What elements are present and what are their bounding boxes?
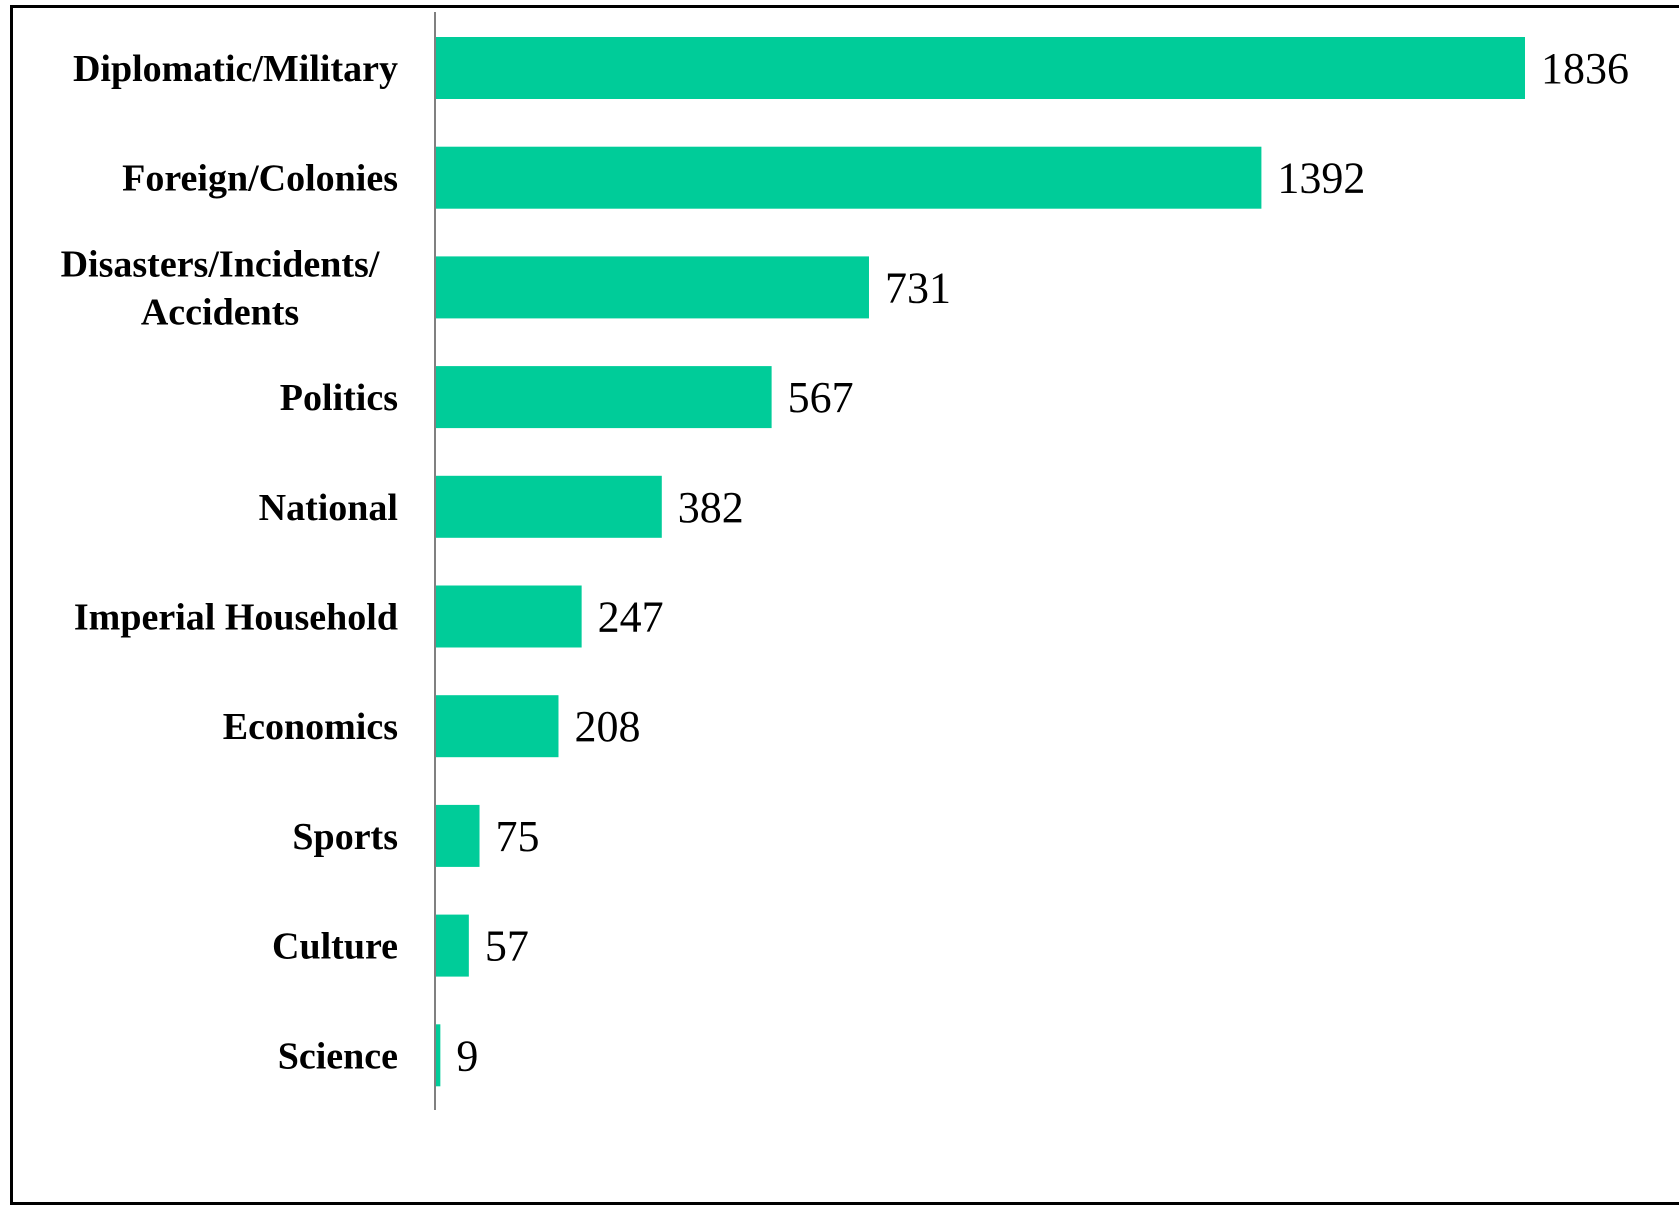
data-label-0: 1836 bbox=[1541, 44, 1629, 93]
category-label-6: Economics bbox=[223, 706, 398, 748]
data-label-4: 382 bbox=[678, 483, 744, 532]
bar-2 bbox=[435, 256, 869, 319]
data-label-1: 1392 bbox=[1277, 154, 1365, 203]
data-label-9: 9 bbox=[456, 1031, 478, 1080]
category-label-2-line-0: Disasters/Incidents/ bbox=[61, 243, 380, 285]
category-label-9: Science bbox=[278, 1035, 398, 1077]
bar-3 bbox=[435, 366, 772, 429]
bar-4 bbox=[435, 475, 662, 538]
bar-7 bbox=[435, 804, 480, 867]
category-label-2: Disasters/Incidents/Accidents bbox=[61, 243, 380, 333]
bar-5 bbox=[435, 585, 582, 648]
bar-9 bbox=[435, 1024, 441, 1087]
data-label-8: 57 bbox=[485, 922, 529, 971]
category-label-8: Culture bbox=[272, 926, 398, 968]
data-label-7: 75 bbox=[496, 812, 540, 861]
bar-6 bbox=[435, 695, 559, 758]
data-label-2: 731 bbox=[885, 263, 951, 312]
category-label-0: Diplomatic/Military bbox=[73, 48, 398, 90]
category-label-3: Politics bbox=[280, 377, 398, 419]
category-label-2-line-1: Accidents bbox=[141, 291, 299, 333]
category-labels: Diplomatic/Military Foreign/Colonies Disas… bbox=[61, 48, 398, 1077]
data-label-3: 567 bbox=[788, 373, 854, 422]
bars-layer bbox=[435, 37, 1525, 1087]
bar-8 bbox=[435, 914, 469, 977]
data-label-5: 247 bbox=[598, 593, 664, 642]
bar-1 bbox=[435, 146, 1262, 209]
bar-chart: Diplomatic/Military Foreign/Colonies Disas… bbox=[61, 12, 1629, 1110]
category-label-1: Foreign/Colonies bbox=[122, 158, 398, 200]
category-label-5: Imperial Household bbox=[74, 597, 398, 639]
category-label-7: Sports bbox=[292, 816, 398, 858]
category-label-4: National bbox=[259, 487, 398, 529]
value-labels: 1836 1392 731 567 382 247 208 75 57 9 bbox=[456, 44, 1629, 1080]
data-label-6: 208 bbox=[574, 702, 640, 751]
bar-0 bbox=[435, 37, 1525, 99]
